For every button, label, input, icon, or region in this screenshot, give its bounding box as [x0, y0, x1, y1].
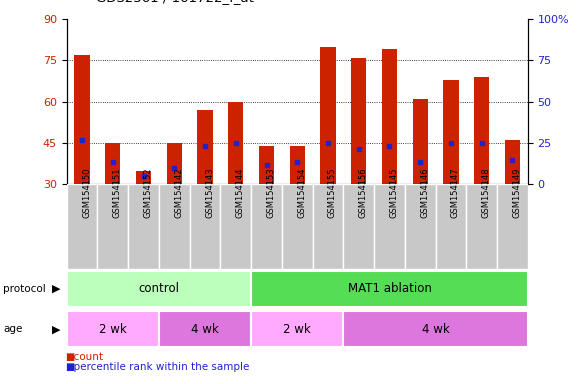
Text: ▶: ▶ [52, 324, 61, 334]
Text: GSM154154: GSM154154 [298, 167, 306, 218]
Text: GSM154152: GSM154152 [144, 167, 153, 218]
Bar [443, 80, 459, 184]
Bar [74, 55, 90, 184]
Bar [474, 77, 490, 184]
Text: GSM154155: GSM154155 [328, 167, 337, 218]
Bar [259, 146, 274, 184]
Text: percentile rank within the sample: percentile rank within the sample [67, 362, 249, 372]
Bar [136, 170, 151, 184]
Bar [251, 271, 528, 307]
Bar [466, 184, 497, 269]
Text: ■: ■ [65, 362, 74, 372]
Bar [97, 184, 128, 269]
Text: ▶: ▶ [52, 284, 61, 294]
Bar [67, 311, 159, 348]
Text: GSM154143: GSM154143 [205, 167, 214, 218]
Text: control: control [139, 283, 179, 295]
Bar [251, 184, 282, 269]
Text: 4 wk: 4 wk [191, 323, 219, 336]
Text: GSM154146: GSM154146 [420, 167, 429, 218]
Text: ■: ■ [65, 352, 74, 362]
Text: GSM154148: GSM154148 [482, 167, 491, 218]
Bar [67, 271, 251, 307]
Text: 2 wk: 2 wk [284, 323, 311, 336]
Text: 4 wk: 4 wk [422, 323, 450, 336]
Bar [351, 58, 367, 184]
Text: GSM154147: GSM154147 [451, 167, 460, 218]
Bar [197, 110, 213, 184]
Bar [159, 184, 190, 269]
Bar [313, 184, 343, 269]
Text: GSM154153: GSM154153 [267, 167, 276, 218]
Bar [405, 184, 436, 269]
Bar [190, 184, 220, 269]
Text: protocol: protocol [3, 284, 46, 294]
Bar [343, 311, 528, 348]
Bar [105, 143, 121, 184]
Bar [166, 143, 182, 184]
Bar [289, 146, 305, 184]
Text: GSM154142: GSM154142 [175, 167, 183, 218]
Bar [412, 99, 428, 184]
Bar [220, 184, 251, 269]
Text: GSM154150: GSM154150 [82, 167, 91, 218]
Text: GSM154145: GSM154145 [390, 167, 398, 218]
Bar [436, 184, 466, 269]
Text: GSM154156: GSM154156 [358, 167, 368, 218]
Bar [282, 184, 313, 269]
Text: age: age [3, 324, 22, 334]
Bar [128, 184, 159, 269]
Bar [159, 311, 251, 348]
Text: 2 wk: 2 wk [99, 323, 126, 336]
Bar [320, 47, 336, 184]
Bar [228, 102, 244, 184]
Text: GSM154144: GSM154144 [236, 167, 245, 218]
Text: MAT1 ablation: MAT1 ablation [347, 283, 432, 295]
Bar [374, 184, 405, 269]
Text: GSM154151: GSM154151 [113, 167, 122, 218]
Text: count: count [67, 352, 103, 362]
Text: GDS2561 / 161722_f_at: GDS2561 / 161722_f_at [96, 0, 253, 4]
Bar [67, 184, 97, 269]
Bar [505, 140, 520, 184]
Bar [497, 184, 528, 269]
Text: GSM154149: GSM154149 [513, 167, 521, 218]
Bar [343, 184, 374, 269]
Bar [251, 311, 343, 348]
Bar [382, 50, 397, 184]
